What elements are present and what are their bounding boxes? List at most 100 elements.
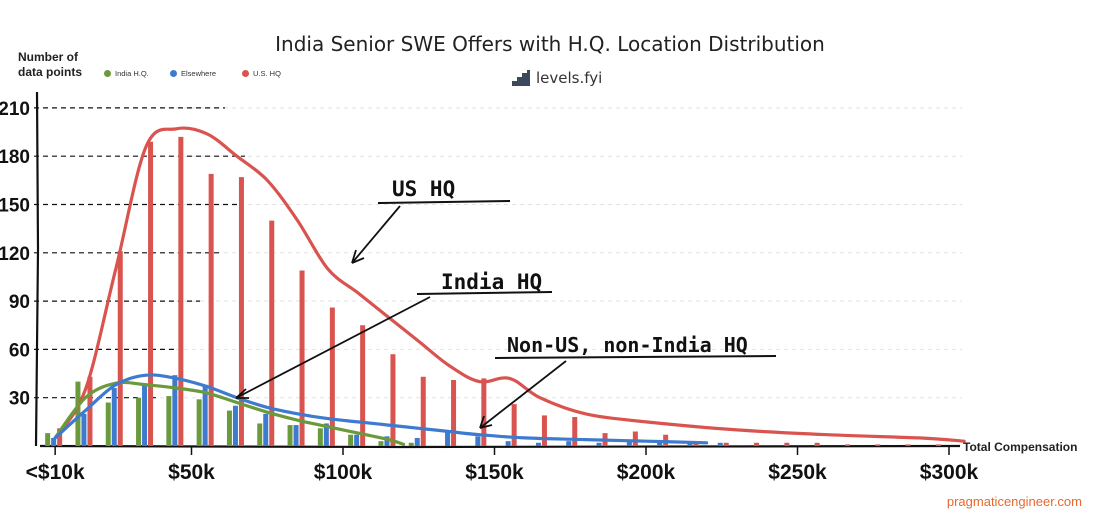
bar-elsewhere [354,434,360,446]
levels-fyi-logo: levels.fyi [512,69,602,89]
bar-u-s-hq [178,136,184,446]
legend-swatch-elsewhere [170,70,177,77]
x-tick-label: $100k [314,461,373,484]
bar-elsewhere [202,384,208,446]
bar-u-s-hq [541,415,547,446]
y-axis-label: Number of data points [18,50,83,79]
bar-u-s-hq [572,417,578,446]
annotation-arrow [479,360,567,429]
bar-u-s-hq [299,270,305,446]
x-tick-label: $250k [768,461,827,484]
watermark: pragmaticengineer.com [946,494,1082,509]
x-tick-label: <$10k [26,461,85,484]
legend-swatch-us-hq [242,70,249,77]
legend-swatch-india-hq [104,70,111,77]
y-tick-label: 30 [9,389,30,410]
annotation-arrowhead [479,415,493,429]
bar-india-h-q [45,433,51,446]
bar-elsewhere [81,413,87,446]
bar-u-s-hq [814,442,820,446]
annotation-arrow [351,205,401,264]
bar-elsewhere [111,388,117,446]
bar-elsewhere [657,442,663,446]
bar-elsewhere [323,423,329,446]
y-tick-label: 60 [9,340,30,361]
legend-label-us-hq: U.S. HQ [253,69,281,78]
bar-elsewhere [505,441,511,446]
bar-india-h-q [105,402,111,446]
bar-u-s-hq [117,251,123,446]
x-tick-label: $200k [617,461,676,484]
bar-u-s-hq [360,325,366,446]
bar-elsewhere [293,425,299,446]
bar-u-s-hq [451,379,457,446]
y-tick-label: 180 [0,147,30,168]
x-tick-label: $50k [168,461,215,484]
annotation-arrow [235,296,431,399]
bar-india-h-q [166,396,172,446]
bar-u-s-hq [511,404,517,446]
y-tick-label: 150 [0,196,30,217]
legend-item-us-hq: U.S. HQ [242,69,281,78]
bar-u-s-hq [269,220,275,446]
bar-elsewhere [566,441,572,446]
bar-elsewhere [414,437,420,446]
bar-u-s-hq [754,442,760,446]
bar-u-s-hq [632,431,638,446]
bar-u-s-hq [57,428,63,446]
annotation-underline [416,291,553,295]
bar-india-h-q [196,399,202,446]
bar-india-h-q [257,423,263,446]
bar-u-s-hq [784,442,790,446]
bar-india-h-q [317,428,323,446]
y-tick-label: 90 [9,292,30,313]
stairs-icon [512,70,530,86]
annotation-underline [377,200,511,204]
legend-item-elsewhere: Elsewhere [170,69,216,78]
bar-elsewhere [626,441,632,446]
legend-item-india-hq: India H.Q. [104,69,149,78]
bar-elsewhere [232,405,238,446]
annotation-label: US HQ [392,177,455,201]
y-tick-label: 210 [0,99,30,120]
y-axis-line [34,91,40,447]
bar-u-s-hq [905,444,911,446]
bar-u-s-hq [87,376,93,446]
bar-u-s-hq [148,141,154,446]
legend-label-elsewhere: Elsewhere [181,69,217,78]
x-tick-label: $150k [465,461,524,484]
bar-elsewhere [475,436,481,446]
bar-elsewhere [445,431,451,446]
annotation-label: Non-US, non-India HQ [507,333,748,357]
bar-u-s-hq [844,444,850,446]
annotation-arrowhead [351,249,365,264]
bar-india-h-q [287,425,293,446]
bar-u-s-hq [390,354,396,446]
bar-u-s-hq [420,376,426,446]
chart-title: India Senior SWE Offers with H.Q. Locati… [275,32,825,56]
bar-india-h-q [348,434,354,446]
bar-u-s-hq [329,307,335,446]
bar-india-h-q [75,381,81,446]
elsewhere-hq-curve [53,373,709,445]
bar-india-h-q [136,397,142,446]
bar-india-h-q [378,441,384,446]
bar-u-s-hq [238,177,244,446]
bar-u-s-hq [875,444,881,446]
bar-u-s-hq [723,442,729,446]
y-tick-label: 120 [0,244,30,265]
bar-elsewhere [596,442,602,446]
bar-elsewhere [172,375,178,446]
bar-elsewhere [535,442,541,446]
annotation-underline [494,355,777,359]
us-hq-curve [53,126,966,443]
annotation-label: India HQ [441,270,542,294]
bar-elsewhere [263,413,269,446]
bar-elsewhere [717,442,723,446]
logo-text: levels.fyi [536,69,603,87]
bar-india-h-q [408,442,414,446]
x-tick-label: $300k [920,461,979,484]
x-axis-label: Total Compensation [963,440,1077,454]
bar-elsewhere [384,436,390,446]
